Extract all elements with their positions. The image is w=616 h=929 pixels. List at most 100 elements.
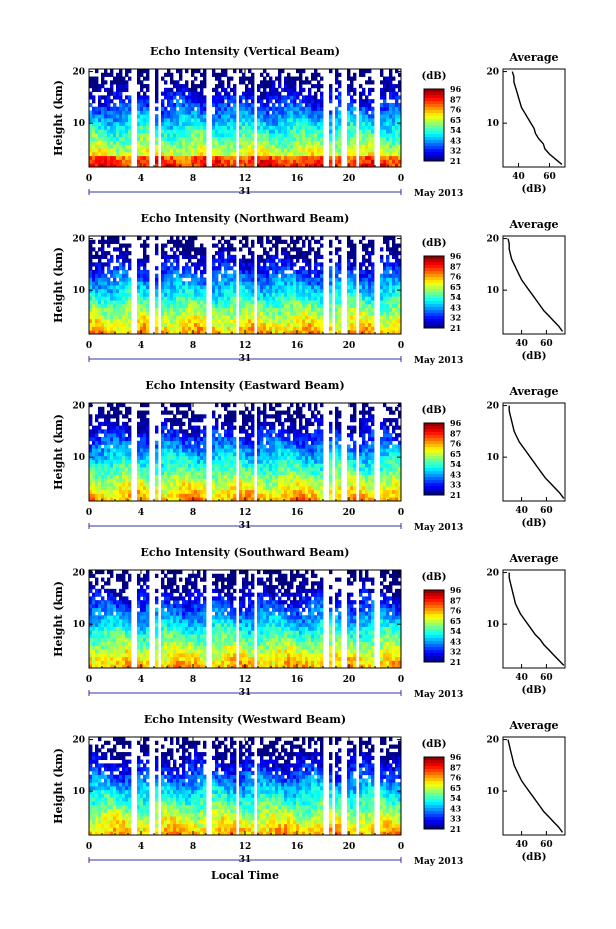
- heatmap-cell: [350, 288, 354, 293]
- heatmap-cell: [320, 133, 324, 138]
- heatmap-cell: [173, 429, 177, 434]
- heatmap-cell: [257, 254, 261, 260]
- heatmap-cell: [311, 322, 315, 327]
- heatmap-cell: [275, 95, 279, 100]
- heatmap-cell: [278, 72, 282, 77]
- heatmap-cell: [380, 322, 384, 327]
- heatmap-cell: [275, 288, 279, 293]
- heatmap-cell: [239, 163, 243, 168]
- heatmap-cell: [284, 129, 288, 134]
- heatmap-cell: [113, 326, 117, 331]
- heatmap-cell: [119, 467, 123, 472]
- heatmap-cell: [146, 292, 150, 297]
- heatmap-cell: [365, 121, 369, 126]
- heatmap-cell: [218, 414, 222, 419]
- heatmap-cell: [146, 95, 150, 100]
- heatmap-cell: [224, 110, 228, 115]
- heatmap-cell: [392, 140, 396, 145]
- heatmap-cell: [104, 121, 108, 126]
- heatmap-cell: [200, 485, 204, 491]
- heatmap-cell: [395, 243, 399, 248]
- heatmap-cell: [125, 95, 129, 100]
- heatmap-cell: [173, 436, 177, 442]
- heatmap-cell: [170, 315, 174, 320]
- heatmap-cell: [278, 155, 282, 160]
- heatmap-cell: [383, 148, 387, 153]
- heatmap-cell: [278, 303, 282, 309]
- heatmap-cell: [242, 159, 246, 164]
- heatmap-cell: [386, 118, 390, 123]
- heatmap-cell: [137, 318, 141, 324]
- heatmap-cell: [362, 136, 366, 142]
- heatmap-cell: [95, 478, 99, 483]
- heatmap-cell: [212, 99, 216, 104]
- heatmap-cell: [200, 315, 204, 320]
- heatmap-cell: [359, 269, 363, 275]
- heatmap-cell: [182, 410, 186, 415]
- heatmap-cell: [221, 474, 225, 479]
- heatmap-cell: [92, 148, 96, 153]
- heatmap-cell: [143, 99, 147, 104]
- heatmap-cell: [314, 69, 318, 74]
- heatmap-cell: [248, 125, 252, 130]
- heatmap-cell: [302, 110, 306, 115]
- heatmap-cell: [395, 155, 399, 160]
- heatmap-cell: [185, 429, 189, 434]
- heatmap-cell: [299, 281, 303, 286]
- heatmap-cell: [218, 144, 222, 149]
- heatmap-cell: [218, 80, 222, 85]
- heatmap-cell: [242, 303, 246, 309]
- heatmap-cell: [308, 307, 312, 312]
- heatmap-cell: [104, 72, 108, 77]
- heatmap-cell: [302, 273, 306, 278]
- heatmap-cell: [284, 114, 288, 119]
- heatmap-cell: [212, 262, 216, 267]
- heatmap-cell: [269, 118, 273, 123]
- heatmap-cell: [284, 311, 288, 316]
- heatmap-cell: [392, 84, 396, 89]
- heatmap-cell: [125, 470, 129, 476]
- heatmap-cell: [266, 258, 270, 263]
- heatmap-cell: [299, 292, 303, 297]
- heatmap-cell: [185, 452, 189, 457]
- heatmap-cell: [95, 163, 99, 168]
- heatmap-cell: [143, 163, 147, 168]
- heatmap-cell: [98, 87, 102, 93]
- heatmap-cell: [359, 326, 363, 331]
- colorbar-tick-label: 87: [450, 94, 461, 104]
- heatmap-cell: [395, 292, 399, 297]
- heatmap-cell: [278, 91, 282, 96]
- heatmap-cell: [167, 114, 171, 119]
- heatmap-cell: [203, 482, 207, 487]
- heatmap-cell: [215, 467, 219, 472]
- heatmap-cell: [167, 239, 171, 244]
- heatmap-cell: [128, 106, 132, 111]
- heatmap-cell: [302, 114, 306, 119]
- heatmap-cell: [164, 330, 168, 335]
- heatmap-cell: [386, 322, 390, 327]
- heatmap-cell: [101, 307, 105, 312]
- heatmap-cell: [362, 148, 366, 153]
- heatmap-cell: [284, 151, 288, 157]
- heatmap-cell: [395, 330, 399, 335]
- heatmap-cell: [266, 322, 270, 327]
- heatmap-cell: [371, 285, 375, 290]
- heatmap-cell: [167, 163, 171, 168]
- heatmap-cell: [203, 440, 207, 445]
- heatmap-cell: [89, 125, 93, 130]
- heatmap-cell: [338, 239, 342, 244]
- heatmap-cell: [227, 133, 231, 138]
- heatmap-cell: [170, 410, 174, 415]
- heatmap-cell: [113, 155, 117, 160]
- heatmap-cell: [140, 474, 144, 479]
- heatmap-cell: [368, 303, 372, 309]
- heatmap-cell: [92, 482, 96, 487]
- heatmap-cell: [113, 421, 117, 427]
- heatmap-cell: [299, 114, 303, 119]
- heatmap-cell: [359, 140, 363, 145]
- heatmap-cell: [338, 326, 342, 331]
- heatmap-cell: [170, 118, 174, 123]
- heatmap-cell: [218, 114, 222, 119]
- heatmap-cell: [185, 133, 189, 138]
- heatmap-cell: [191, 239, 195, 244]
